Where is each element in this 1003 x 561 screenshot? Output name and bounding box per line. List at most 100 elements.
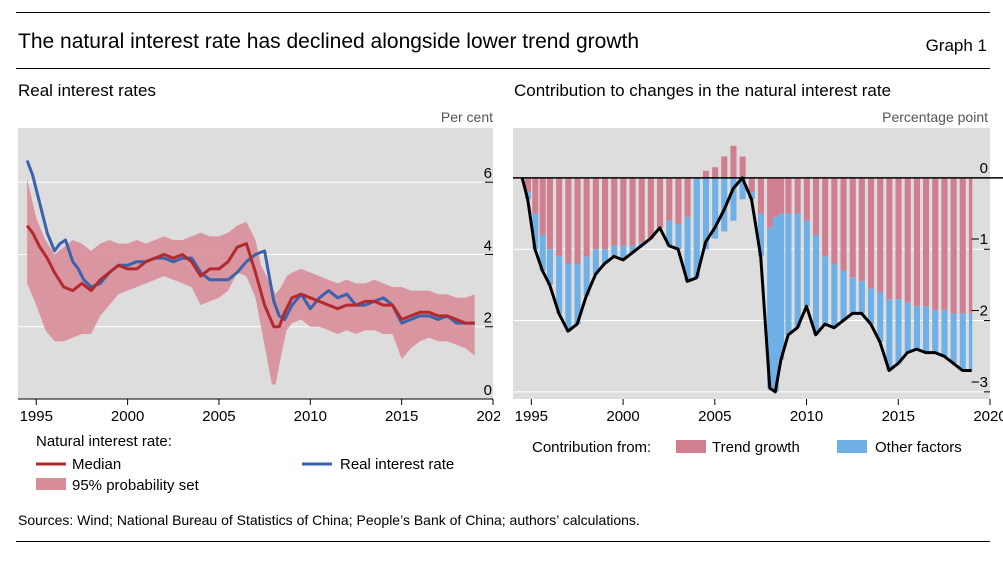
other-factors-bar: [574, 263, 581, 325]
x-tick-label: 2020: [476, 408, 500, 425]
trend-growth-bar: [539, 177, 546, 235]
trend-growth-bar: [532, 177, 539, 214]
trend-growth-bar: [702, 170, 709, 178]
other-factors-bar: [923, 306, 930, 353]
other-factors-bar: [532, 213, 539, 250]
other-factors-bar: [539, 235, 546, 271]
other-factors-bar: [813, 235, 820, 335]
trend-growth-bar: [638, 177, 645, 243]
other-factors-bar: [767, 227, 774, 389]
y-tick-label: −3: [971, 374, 988, 391]
other-factors-bar: [583, 256, 590, 296]
other-factors-bar: [785, 213, 792, 335]
trend-growth-bar: [831, 177, 838, 264]
y-tick-label: −1: [971, 231, 988, 248]
other-factors-bar: [778, 213, 785, 360]
trend-growth-bar: [904, 177, 911, 303]
other-factors-bar: [822, 256, 829, 325]
x-tick-label: 2010: [790, 408, 823, 425]
other-factors-bar: [620, 245, 627, 260]
probability-band: [27, 178, 475, 385]
other-factors-bar: [831, 263, 838, 328]
other-factors-bar: [968, 313, 973, 371]
other-factors-bar: [858, 281, 865, 314]
trend-growth-bar: [913, 177, 920, 307]
trend-growth-bar: [932, 177, 939, 310]
other-factors-bar: [693, 177, 700, 278]
x-tick-label: 2000: [606, 408, 639, 425]
x-tick-label: 2005: [698, 408, 731, 425]
other-factors-bar: [739, 177, 746, 200]
trend-growth-bar: [849, 177, 856, 278]
other-factors-bar: [721, 177, 728, 232]
trend-growth-bar: [712, 167, 719, 178]
x-tick-label: 1995: [515, 408, 548, 425]
x-tick-label: 2020: [973, 408, 1003, 425]
trend-growth-bar: [574, 177, 581, 264]
other-factors-bar: [730, 177, 737, 221]
trend-growth-bar: [583, 177, 590, 257]
other-factors-bar: [877, 292, 884, 342]
trend-growth-bar: [546, 177, 553, 250]
y-tick-label: 2: [484, 310, 492, 327]
trend-growth-bar: [684, 177, 691, 218]
other-factors-bar: [904, 302, 911, 353]
trend-growth-bar: [666, 177, 673, 221]
trend-growth-bar: [886, 177, 893, 300]
trend-growth-bar: [778, 177, 785, 214]
other-factors-bar: [772, 217, 779, 392]
trend-growth-bar: [813, 177, 820, 235]
legend-trend-label: Trend growth: [712, 439, 800, 456]
y-tick-label: 0: [980, 160, 988, 177]
x-tick-label: 1995: [20, 408, 53, 425]
sources-note: Sources: Wind; National Bureau of Statis…: [18, 512, 640, 528]
x-tick-label: 2015: [882, 408, 915, 425]
x-tick-label: 2005: [202, 408, 235, 425]
trend-growth-bar: [620, 177, 627, 246]
trend-growth-bar: [877, 177, 884, 292]
left-panel-title: Real interest rates: [18, 81, 156, 100]
trend-growth-bar: [592, 177, 599, 250]
other-factors-bar: [702, 177, 709, 250]
legend-real-rate-label: Real interest rate: [340, 456, 454, 473]
trend-growth-bar: [565, 177, 572, 264]
other-factors-bar: [712, 177, 719, 239]
trend-growth-bar: [794, 177, 801, 214]
trend-growth-bar: [611, 177, 618, 246]
trend-growth-bar: [757, 177, 764, 214]
trend-growth-bar: [803, 177, 810, 221]
other-factors-bar: [556, 256, 563, 314]
other-factors-bar: [932, 309, 939, 353]
trend-growth-bar: [822, 177, 829, 257]
x-tick-label: 2010: [294, 408, 327, 425]
contribution-chart: Percentage point 0 −1 −2 −3 1995 2000 2005 2010 2…: [513, 109, 1003, 456]
legend-heading: Natural interest rate:: [36, 433, 172, 450]
x-tick-label: 2015: [385, 408, 418, 425]
natural-rate-line: [520, 176, 972, 394]
trend-growth-bar: [858, 177, 865, 282]
trend-growth-bar: [840, 177, 847, 271]
title-rule: [16, 68, 990, 69]
trend-growth-bar: [730, 145, 737, 178]
trend-growth-bar: [675, 177, 682, 225]
other-factors-bar: [592, 249, 599, 275]
legend-other-label: Other factors: [875, 439, 962, 456]
other-factors-bar: [684, 217, 691, 282]
trend-growth-bar: [968, 177, 973, 314]
other-factors-bar: [666, 220, 673, 246]
trend-growth-bar: [647, 177, 654, 239]
other-factors-bar: [959, 313, 966, 371]
trend-growth-bar: [657, 177, 664, 228]
other-factors-bar: [803, 220, 810, 307]
trend-growth-bar: [629, 177, 636, 246]
other-factors-bar: [748, 192, 755, 200]
other-factors-bar: [840, 270, 847, 321]
y-unit-label: Percentage point: [882, 109, 988, 125]
legend-heading: Contribution from:: [532, 439, 651, 456]
trend-growth-bar: [524, 177, 531, 193]
real-interest-rates-chart: Per cent 0 2 4 6 1995 2000 2005 2010 2015 2020 Natu…: [18, 109, 500, 494]
other-factors-bar: [629, 245, 636, 253]
other-factors-bar: [849, 277, 856, 314]
y-tick-label: 6: [484, 165, 492, 182]
y-unit-label: Per cent: [441, 109, 493, 125]
